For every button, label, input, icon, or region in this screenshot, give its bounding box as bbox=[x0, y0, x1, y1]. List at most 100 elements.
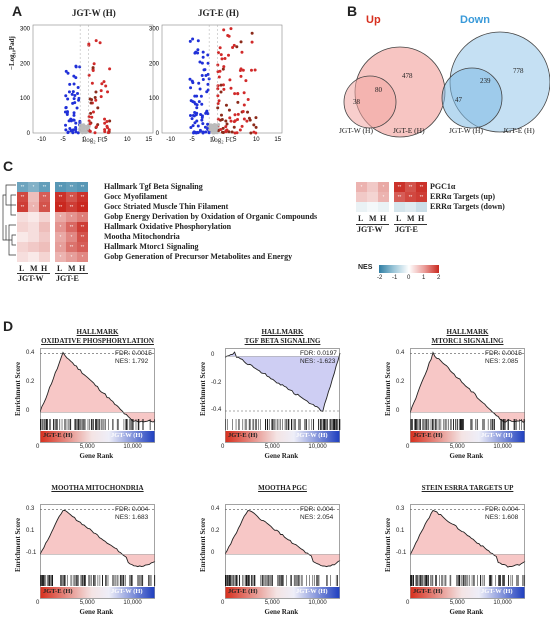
volcano-point bbox=[221, 67, 225, 71]
volcano-point bbox=[69, 119, 73, 123]
volcano-point bbox=[191, 37, 195, 41]
gsea-title: OXIDATIVE PHOSPHORYLATION bbox=[41, 337, 154, 345]
heatmap-dendrogram bbox=[2, 184, 16, 256]
volcano-point bbox=[70, 92, 74, 96]
volcano-point bbox=[66, 97, 70, 101]
volcano-point bbox=[245, 119, 249, 123]
volcano-point bbox=[210, 126, 214, 130]
volcano-point bbox=[100, 82, 104, 86]
heatmap-right-cell bbox=[416, 202, 427, 212]
volcano-point bbox=[91, 66, 95, 70]
gsea-frame bbox=[410, 348, 525, 443]
volcano-xtick: -10 bbox=[37, 137, 46, 143]
volcano-point bbox=[233, 113, 237, 117]
gsea-xtick: 0 bbox=[406, 444, 410, 450]
volcano-point bbox=[76, 85, 80, 89]
volcano-point bbox=[195, 130, 199, 134]
volcano-point bbox=[204, 130, 208, 134]
gsea-title: MTORC1 SIGNALING bbox=[431, 337, 504, 345]
gsea-barcode bbox=[40, 575, 156, 586]
volcano-frame bbox=[32, 24, 154, 134]
volcano-point bbox=[64, 94, 68, 98]
heatmap-right-cell bbox=[378, 202, 389, 212]
volcano-point bbox=[242, 117, 246, 121]
volcano-point bbox=[88, 122, 92, 126]
heatmap-right-cell bbox=[367, 182, 378, 192]
gsea-plot bbox=[410, 348, 526, 443]
gsea-curve bbox=[410, 509, 526, 568]
venn-up-label: Up bbox=[366, 14, 381, 26]
volcano-point bbox=[201, 131, 205, 135]
gsea-plot bbox=[40, 504, 156, 599]
volcano-point bbox=[103, 121, 107, 125]
gsea-rank-bar bbox=[225, 431, 340, 442]
volcano-point bbox=[105, 119, 109, 123]
volcano-xtick: 5 bbox=[104, 137, 108, 143]
volcano-point bbox=[188, 114, 192, 118]
volcano-point bbox=[84, 129, 88, 133]
heatmap-right-cell: ** bbox=[405, 182, 416, 192]
gsea-ytick: -0.1 bbox=[26, 550, 37, 557]
heatmap-cell: ** bbox=[77, 222, 88, 232]
gsea-xtick: 10,000 bbox=[308, 444, 327, 450]
heatmap-cell: ** bbox=[39, 202, 50, 212]
volcano-point bbox=[207, 124, 211, 128]
volcano-point bbox=[90, 81, 94, 85]
volcano-point bbox=[106, 131, 110, 135]
volcano-point bbox=[200, 118, 204, 122]
gsea-xtick: 0 bbox=[221, 600, 225, 606]
heatmap-col-label: H bbox=[41, 264, 48, 273]
heatmap-row-label: Hallmark Mtorc1 Signaling bbox=[104, 242, 199, 251]
gsea-ytick: 0 bbox=[211, 550, 215, 557]
gsea-ytick: 0.3 bbox=[26, 505, 35, 512]
gsea-xtick: 5,000 bbox=[449, 444, 465, 450]
heatmap-cell: ** bbox=[55, 192, 66, 202]
gsea-ytick: 0.2 bbox=[396, 379, 405, 385]
volcano-point bbox=[239, 74, 243, 78]
gsea-title-line1: HALLMARK bbox=[446, 328, 489, 336]
nes-label: NES bbox=[358, 264, 373, 271]
volcano-point bbox=[198, 129, 202, 133]
volcano-point bbox=[224, 119, 228, 123]
gsea-plot bbox=[40, 348, 156, 443]
volcano-point bbox=[72, 97, 76, 101]
volcano-point bbox=[189, 126, 193, 130]
heatmap-row-label: Gocc Myofilament bbox=[104, 192, 168, 201]
nes-tick: -1 bbox=[392, 275, 398, 281]
volcano-point bbox=[200, 102, 204, 106]
heatmap-cell: * bbox=[55, 242, 66, 252]
heatmap-row-label: Gobp Energy Derivation by Oxidation of O… bbox=[104, 212, 318, 221]
volcano-point bbox=[227, 34, 231, 38]
gsea-ytick: 0.3 bbox=[396, 505, 405, 512]
volcano-point bbox=[72, 82, 76, 86]
heatmap-cell bbox=[39, 222, 50, 232]
heatmap-col-label: L bbox=[57, 264, 63, 273]
heatmap-right-cell: * bbox=[356, 182, 367, 192]
gsea-area bbox=[410, 510, 525, 568]
venn-up-overlap-count: 80 bbox=[375, 86, 382, 94]
volcano-point bbox=[240, 124, 244, 128]
volcano-point bbox=[218, 46, 222, 50]
gsea-curve bbox=[225, 351, 341, 412]
volcano-point bbox=[217, 75, 221, 79]
gsea-fdr: FDR: 0.0015 bbox=[115, 350, 152, 357]
heatmap-row-label: Hallmark Tgf Beta Signaling bbox=[104, 182, 203, 191]
heatmap-cell bbox=[17, 222, 28, 232]
volcano-point bbox=[93, 96, 97, 100]
gsea-title: MOOTHA PGC bbox=[258, 484, 307, 492]
gsea-ytick: 0.1 bbox=[396, 528, 405, 534]
volcano-point bbox=[71, 90, 75, 94]
heatmap-right-col-label: L bbox=[358, 214, 364, 223]
heatmap-row-label: Gocc Striated Muscle Thin Filament bbox=[104, 202, 229, 211]
volcano-title-right: JGT-E (H) bbox=[198, 8, 239, 18]
heatmap-cell: ** bbox=[77, 232, 88, 242]
gsea-nes: NES: 2.054 bbox=[300, 514, 334, 521]
volcano-point bbox=[220, 118, 224, 122]
venn-down-left-name: JGT-W (H) bbox=[449, 126, 483, 135]
heatmap-row-label: Gobp Generation of Precursor Metabolites… bbox=[104, 252, 293, 261]
volcano-point bbox=[216, 51, 220, 55]
panel-letter-a: A bbox=[12, 3, 23, 19]
volcano-point bbox=[191, 81, 195, 85]
venn-up-left-circle bbox=[343, 75, 397, 129]
gsea-ytick: 0.2 bbox=[26, 379, 35, 385]
